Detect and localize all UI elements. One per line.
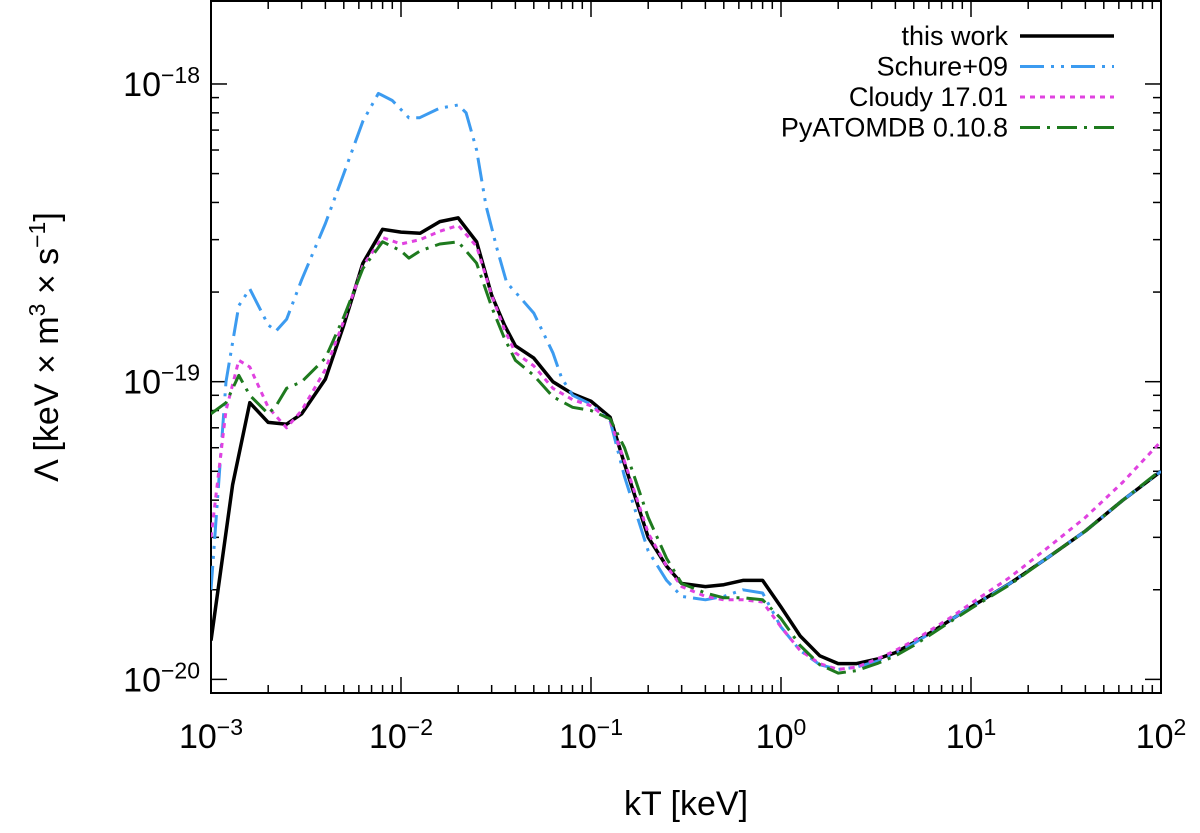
axis-ticks [210, 1, 1162, 694]
y-tick-label: 10−19 [123, 360, 200, 402]
x-tick-label: 100 [756, 714, 807, 756]
legend-label: this work [901, 21, 1008, 51]
y-tick-label: 10−20 [123, 657, 200, 699]
series-line-2 [211, 223, 1161, 671]
x-tick-label: 102 [1136, 714, 1187, 756]
y-tick-label: 10−18 [123, 62, 200, 104]
series-lines [211, 91, 1161, 675]
x-tick-label: 101 [946, 714, 997, 756]
legend-label: Schure+09 [877, 52, 1008, 82]
x-tick-labels: 10−3 10−2 10−1 100 101 102 [179, 714, 1186, 756]
x-tick-label: 10−2 [369, 714, 433, 756]
x-tick-label: 10−1 [559, 714, 623, 756]
x-axis-title: kT [keV] [624, 785, 748, 823]
legend-label: PyATOMDB 0.10.8 [781, 113, 1008, 143]
series-line-3 [211, 240, 1161, 675]
y-tick-labels: 10−20 10−19 10−18 [123, 62, 200, 699]
y-axis-title: Λ [keV × m3 × s−1] [24, 212, 66, 482]
series-line-1 [211, 91, 1161, 671]
legend-label: Cloudy 17.01 [849, 82, 1008, 112]
x-tick-label: 10−3 [179, 714, 243, 756]
plot-frame [210, 0, 1162, 694]
